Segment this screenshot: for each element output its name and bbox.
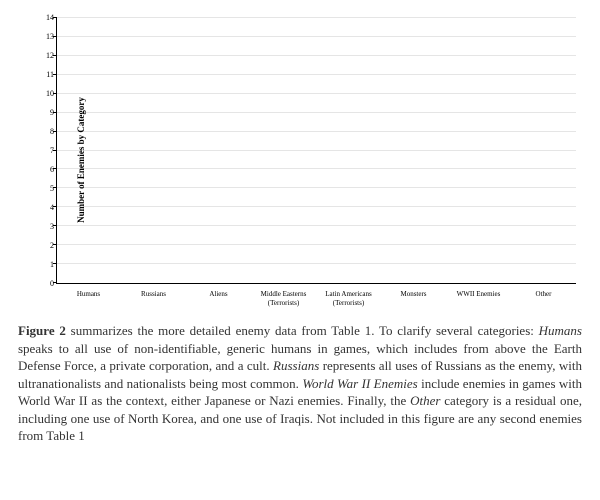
x-tick-label: Russians [121, 290, 186, 308]
y-tick-label: 13 [40, 33, 54, 41]
y-tick-mark [53, 263, 57, 264]
y-tick-label: 10 [40, 90, 54, 98]
y-tick-label: 9 [40, 109, 54, 117]
y-tick-label: 2 [40, 242, 54, 250]
y-tick-label: 6 [40, 166, 54, 174]
y-tick-mark [53, 225, 57, 226]
caption-italic-other: Other [410, 393, 440, 408]
x-tick-label: Latin Americans(Terrorists) [316, 290, 381, 308]
y-tick-label: 7 [40, 147, 54, 155]
y-tick-mark [53, 168, 57, 169]
x-tick-label: Middle Easterns(Terrorists) [251, 290, 316, 308]
x-tick-label: WWII Enemies [446, 290, 511, 308]
y-tick-label: 12 [40, 52, 54, 60]
bars-container [57, 18, 576, 283]
y-tick-label: 14 [40, 14, 54, 22]
figure-label: Figure 2 [18, 323, 66, 338]
y-tick-mark [53, 206, 57, 207]
y-tick-mark [53, 74, 57, 75]
plot-area [56, 18, 576, 284]
y-tick-label: 3 [40, 223, 54, 231]
y-tick-label: 8 [40, 128, 54, 136]
caption-text-1: summarizes the more detailed enemy data … [66, 323, 539, 338]
y-tick-mark [53, 131, 57, 132]
y-tick-mark [53, 55, 57, 56]
x-tick-label: Aliens [186, 290, 251, 308]
caption-italic-russians: Russians [273, 358, 319, 373]
y-tick-label: 0 [40, 280, 54, 288]
y-axis-ticks: 01234567891011121314 [40, 18, 54, 284]
x-axis-ticks: HumansRussiansAliensMiddle Easterns(Terr… [56, 290, 576, 308]
y-tick-mark [53, 36, 57, 37]
figure-caption: Figure 2 summarizes the more detailed en… [18, 322, 582, 445]
y-tick-label: 1 [40, 261, 54, 269]
x-tick-label: Other [511, 290, 576, 308]
y-tick-mark [53, 282, 57, 283]
y-tick-mark [53, 17, 57, 18]
y-tick-mark [53, 93, 57, 94]
caption-italic-humans: Humans [539, 323, 582, 338]
x-tick-label: Monsters [381, 290, 446, 308]
y-tick-mark [53, 187, 57, 188]
y-tick-mark [53, 150, 57, 151]
y-tick-mark [53, 244, 57, 245]
page: Number of Enemies by Category 0123456789… [0, 0, 600, 500]
x-tick-label: Humans [56, 290, 121, 308]
y-tick-mark [53, 112, 57, 113]
y-tick-label: 11 [40, 71, 54, 79]
y-tick-label: 4 [40, 204, 54, 212]
enemy-bar-chart: Number of Enemies by Category 0123456789… [18, 10, 582, 310]
caption-italic-wwii: World War II Enemies [302, 376, 417, 391]
y-tick-label: 5 [40, 185, 54, 193]
